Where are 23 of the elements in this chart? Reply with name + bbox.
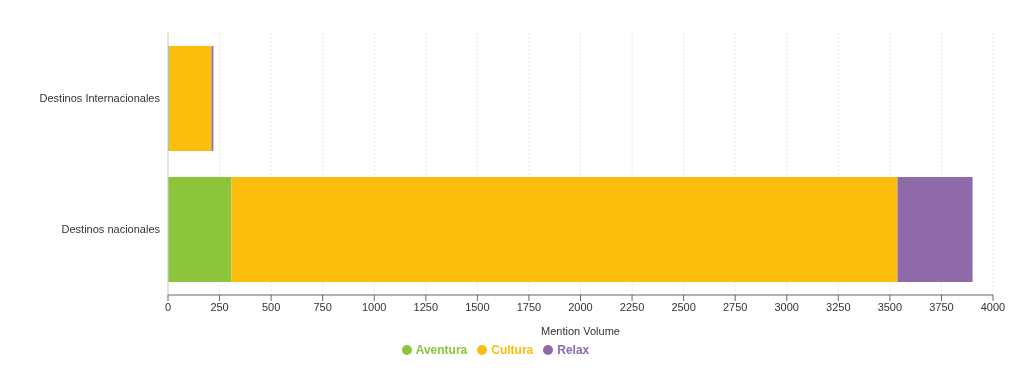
x-tick-label: 500 [261,300,281,313]
x-tick-label: 1750 [516,300,542,313]
legend-label: Cultura [491,343,534,357]
legend-label: Relax [557,343,590,357]
x-tick-label: 2500 [671,300,696,313]
x-tick-label: 2250 [619,300,645,313]
x-tick-label: 2000 [568,300,593,313]
x-tick-label: 3000 [774,300,799,313]
x-tick-label: 250 [210,300,229,313]
x-tick-label: 3500 [877,300,903,313]
x-tick-label: 0 [164,300,172,313]
y-tick-label: Destinos Internacionales [39,92,161,105]
x-tick-label: 1250 [413,300,439,313]
x-tick-label: 1500 [465,300,490,313]
x-tick-label: 2750 [722,300,748,313]
x-tick-label: 4000 [980,300,1006,313]
x-tick-label: 3750 [929,300,954,313]
y-tick-label: Destinos nacionales [61,223,161,236]
x-tick-label: 1000 [362,300,387,313]
x-tick-label: 750 [313,300,332,313]
x-axis-title: Mention Volume [541,325,620,337]
x-tick-label: 3250 [826,300,851,313]
legend-label: Aventura [415,343,468,357]
